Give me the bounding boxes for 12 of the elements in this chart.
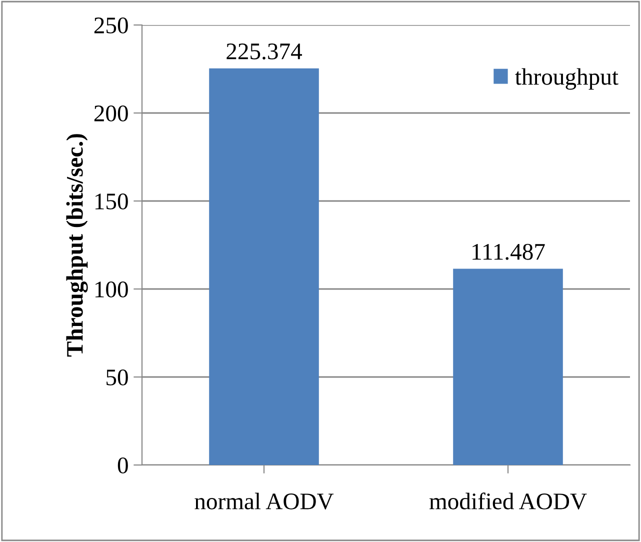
x-tick-label: modified AODV (429, 492, 587, 510)
y-tick-label: 0 (118, 457, 128, 474)
y-tick-label: 200 (94, 105, 128, 122)
data-label: 111.487 (472, 244, 545, 260)
y-tick-label: 150 (95, 193, 128, 210)
legend-label: throughput (515, 68, 618, 90)
data-label: 225.374 (226, 44, 302, 60)
x-tick-label: normal AODV (194, 492, 334, 510)
y-axis-title: Throughput (bits/sec.) (66, 134, 88, 357)
y-tick-label: 250 (94, 17, 128, 34)
y-tick-label: 50 (106, 369, 128, 386)
y-tick-label: 100 (95, 281, 128, 298)
